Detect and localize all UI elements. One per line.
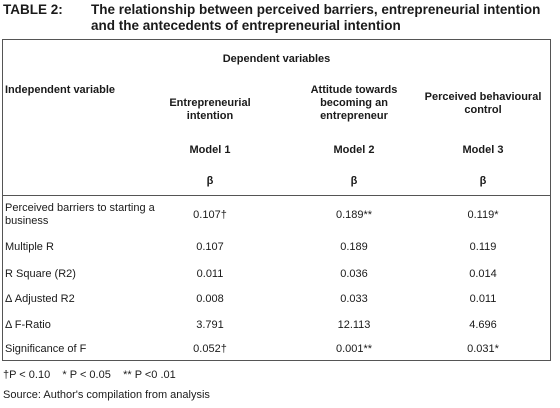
table-cell: 12.113 xyxy=(337,319,371,331)
row-label: Significance of F xyxy=(5,343,87,355)
column-header-attitude: Attitude towards becoming an entrepreneu… xyxy=(310,84,398,122)
table-cell: 0.014 xyxy=(469,268,497,280)
table-cell: 0.189** xyxy=(335,209,373,221)
row-label: Δ Adjusted R2 xyxy=(5,293,75,305)
table-cell: 0.001** xyxy=(335,343,373,355)
source-note: Source: Author's compilation from analys… xyxy=(3,389,210,401)
table-cell: 0.011 xyxy=(469,293,497,305)
significance-footnote: †P < 0.10 * P < 0.05 ** P <0 .01 xyxy=(3,369,176,381)
table-cell: 0.119* xyxy=(467,209,499,221)
column-header-perceived-behavioural-control: Perceived behavioural control xyxy=(424,91,542,116)
table-cell: 0.011 xyxy=(196,268,224,280)
table-cell: 0.033 xyxy=(340,293,368,305)
row-label: Δ F-Ratio xyxy=(5,319,51,331)
model-1-label: Model 1 xyxy=(189,144,231,156)
table-cell: 3.791 xyxy=(196,319,224,331)
model-2-label: Model 2 xyxy=(333,144,375,156)
beta-label-model-2: β xyxy=(350,175,358,187)
header-divider xyxy=(3,195,550,196)
beta-label-model-3: β xyxy=(479,175,487,187)
table-cell: 0.119 xyxy=(469,241,497,253)
beta-label-model-1: β xyxy=(206,175,214,187)
row-label: Multiple R xyxy=(5,241,54,253)
table-cell: 0.031* xyxy=(467,343,499,355)
column-header-entrepreneurial-intention: Entrepreneurial intention xyxy=(169,97,251,122)
table-cell: 0.036 xyxy=(340,268,368,280)
table-label: TABLE 2: xyxy=(3,2,63,17)
table-cell: 0.008 xyxy=(196,293,224,305)
table-cell: 0.052† xyxy=(193,343,227,355)
row-label: R Square (R2) xyxy=(5,268,76,280)
table-cell: 4.696 xyxy=(469,319,497,331)
table-cell: 0.107† xyxy=(193,209,227,221)
row-label: Perceived barriers to starting a busines… xyxy=(5,202,155,227)
dependent-variables-header: Dependent variables xyxy=(222,53,331,65)
model-3-label: Model 3 xyxy=(462,144,504,156)
table-title: The relationship between perceived barri… xyxy=(91,2,541,33)
independent-variable-header: Independent variable xyxy=(5,84,116,96)
table-cell: 0.189 xyxy=(340,241,368,253)
table-cell: 0.107 xyxy=(196,241,224,253)
results-table: Dependent variables Independent variable… xyxy=(2,39,551,361)
table-caption: TABLE 2: The relationship between percei… xyxy=(3,2,553,34)
